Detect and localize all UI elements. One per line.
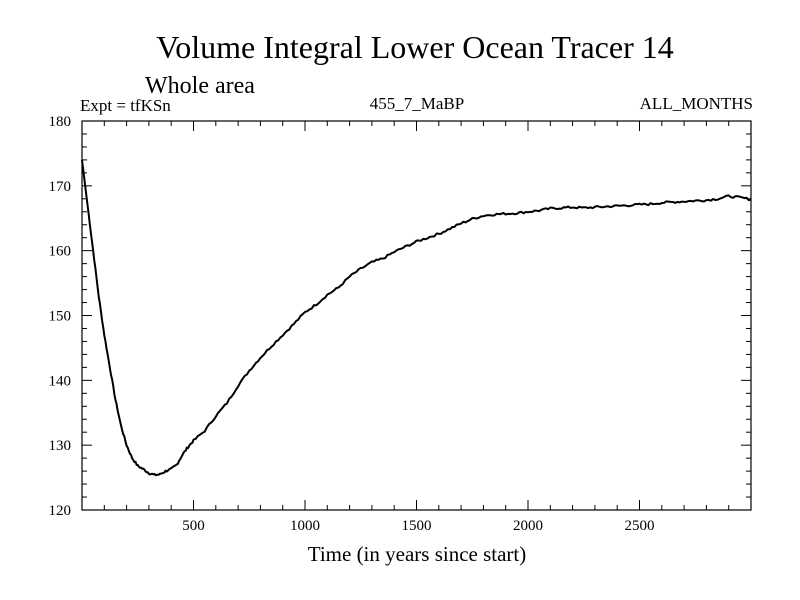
run-label: 455_7_MaBP (370, 94, 464, 113)
x-tick-label: 2500 (625, 518, 655, 534)
y-tick-label: 130 (49, 438, 72, 454)
axis-ticks: 500 1000 1500 2000 2500 120 130 140 150 160 170 180 (49, 114, 751, 534)
chart-subtitle: Whole area (145, 73, 255, 99)
y-tick-label: 180 (49, 114, 72, 130)
x-tick-label: 2000 (513, 518, 543, 534)
plot-frame (81, 120, 752, 511)
y-tick-label: 140 (49, 373, 72, 389)
series-layer (81, 159, 752, 477)
x-tick-label: 500 (182, 518, 205, 534)
y-tick-label: 160 (49, 244, 72, 260)
chart-title: Volume Integral Lower Ocean Tracer 14 (156, 29, 673, 65)
series-line (81, 159, 752, 477)
x-axis-label: Time (in years since start) (308, 542, 527, 566)
y-tick-label: 120 (49, 503, 72, 519)
expt-label: Expt = tfKSn (80, 96, 171, 115)
x-tick-label: 1000 (290, 518, 320, 534)
y-tick-label: 150 (49, 309, 72, 325)
y-tick-label: 170 (49, 179, 72, 195)
months-label: ALL_MONTHS (640, 94, 753, 113)
x-tick-label: 1500 (402, 518, 432, 534)
